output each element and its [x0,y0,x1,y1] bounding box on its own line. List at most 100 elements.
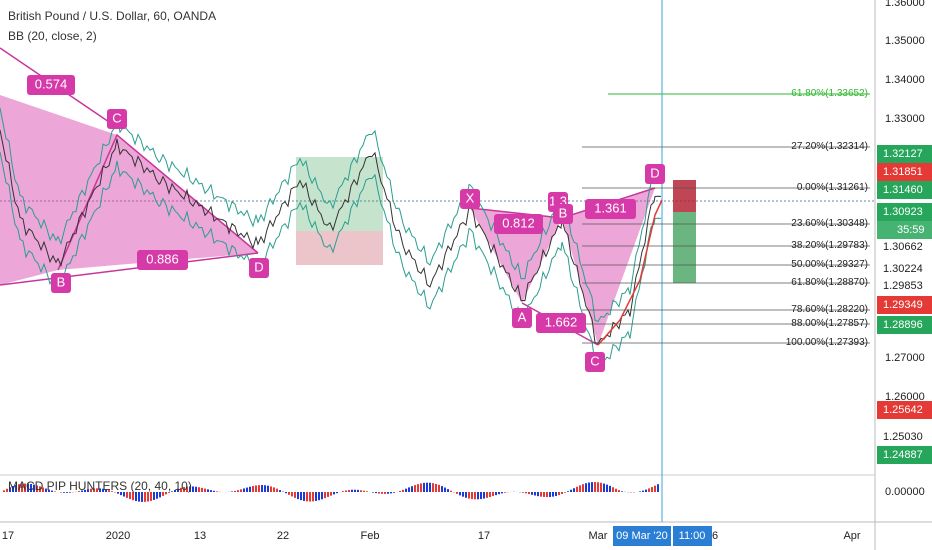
macd-bar [129,492,131,500]
pattern-label: 0.574 [35,76,68,91]
macd-bar [600,482,602,492]
macd-bar [270,486,272,492]
macd-bar [576,486,578,492]
macd-bar [522,492,524,493]
macd-bar [579,485,581,492]
price-tag-label: 1.25642 [883,404,923,416]
macd-bar [555,492,557,496]
macd-title: MACD PIP HUNTERS (20, 40, 10) [8,479,192,493]
macd-bar [588,482,590,492]
macd-bar [240,489,242,492]
price-tag [877,238,932,256]
timer-tag [877,221,932,239]
macd-bar [447,489,449,492]
macd-bar [264,485,266,492]
macd-bar [483,492,485,499]
macd-bar [645,489,647,492]
macd-bar [174,489,176,492]
macd-bar [42,487,44,492]
price-tag [877,260,932,278]
macd-bar [501,492,503,494]
macd-bar [405,488,407,492]
macd-bar [51,490,53,492]
macd-bar [531,492,533,495]
pattern-label: X [466,190,475,205]
macd-bar [255,485,257,492]
macd-bar [126,492,128,498]
price-label: 1.26000 [885,391,925,403]
macd-bar [150,492,152,501]
macd-bar [387,492,389,494]
macd-bar [192,486,194,492]
macd-bar [93,488,95,492]
macd-bar [213,490,215,492]
macd-bar [300,492,302,501]
macd-bar [162,492,164,496]
macd-bar [582,484,584,492]
price-tag [877,181,932,199]
macd-bar [171,491,173,492]
macd-bar [258,485,260,492]
macd-bar [102,488,104,492]
pattern-label-box [512,308,532,328]
macd-bar [261,485,263,492]
macd-bar [54,491,56,492]
price-tag-label: 1.30923 [883,206,923,218]
time-label: Mar [589,530,608,542]
macd-bar [585,483,587,492]
macd-bar [423,482,425,492]
macd-bar [537,492,539,497]
macd-bar [429,482,431,492]
macd-bar [426,482,428,492]
macd-bar [606,484,608,492]
macd-bar [459,492,461,496]
macd-bar [87,489,89,492]
pattern-label-box [536,313,586,333]
macd-bar [156,492,158,499]
pattern-label: 1.361 [594,200,627,215]
macd-bar [294,492,296,498]
fib-label: 50.00%(1.29327) [791,259,868,270]
macd-bar [201,487,203,492]
macd-bar [84,489,86,492]
price-tag [877,401,932,419]
macd-bar [621,491,623,492]
macd-bar [504,492,506,493]
macd-bar [471,492,473,500]
price-tag-label: 1.30662 [883,241,923,253]
macd-bar [3,490,5,492]
macd-bar [27,483,29,492]
pattern-label: A [518,309,527,324]
symbol-title: British Pound / U.S. Dollar, 60, OANDA [8,9,216,23]
macd-bar [612,487,614,492]
macd-bar [66,492,68,493]
macd-bar [498,492,500,495]
macd-bar [186,486,188,492]
macd-bar [390,492,392,494]
macd-bar [210,490,212,492]
macd-bar [177,488,179,492]
macd-bar [45,488,47,492]
macd-bar [204,488,206,492]
macd-bar [246,487,248,492]
price-tag-label: 1.32127 [883,148,923,160]
macd-bar [381,492,383,494]
macd-bar [36,485,38,492]
price-tag-label: 1.24887 [883,449,923,461]
cursor-date: 09 Mar '20 [616,530,668,542]
macd-bar [393,492,395,493]
pattern-label: D [650,165,659,180]
pattern-label-box [585,199,636,219]
macd-bar [111,491,113,492]
macd-bar [351,489,353,492]
macd-bar [408,487,410,492]
macd-bar [195,486,197,492]
pattern-label-box [460,189,480,209]
pattern-label-box [645,164,665,184]
price-line-red [597,199,663,346]
macd-bar [549,492,551,498]
price-tag [877,145,932,163]
macd-bar [60,492,62,493]
